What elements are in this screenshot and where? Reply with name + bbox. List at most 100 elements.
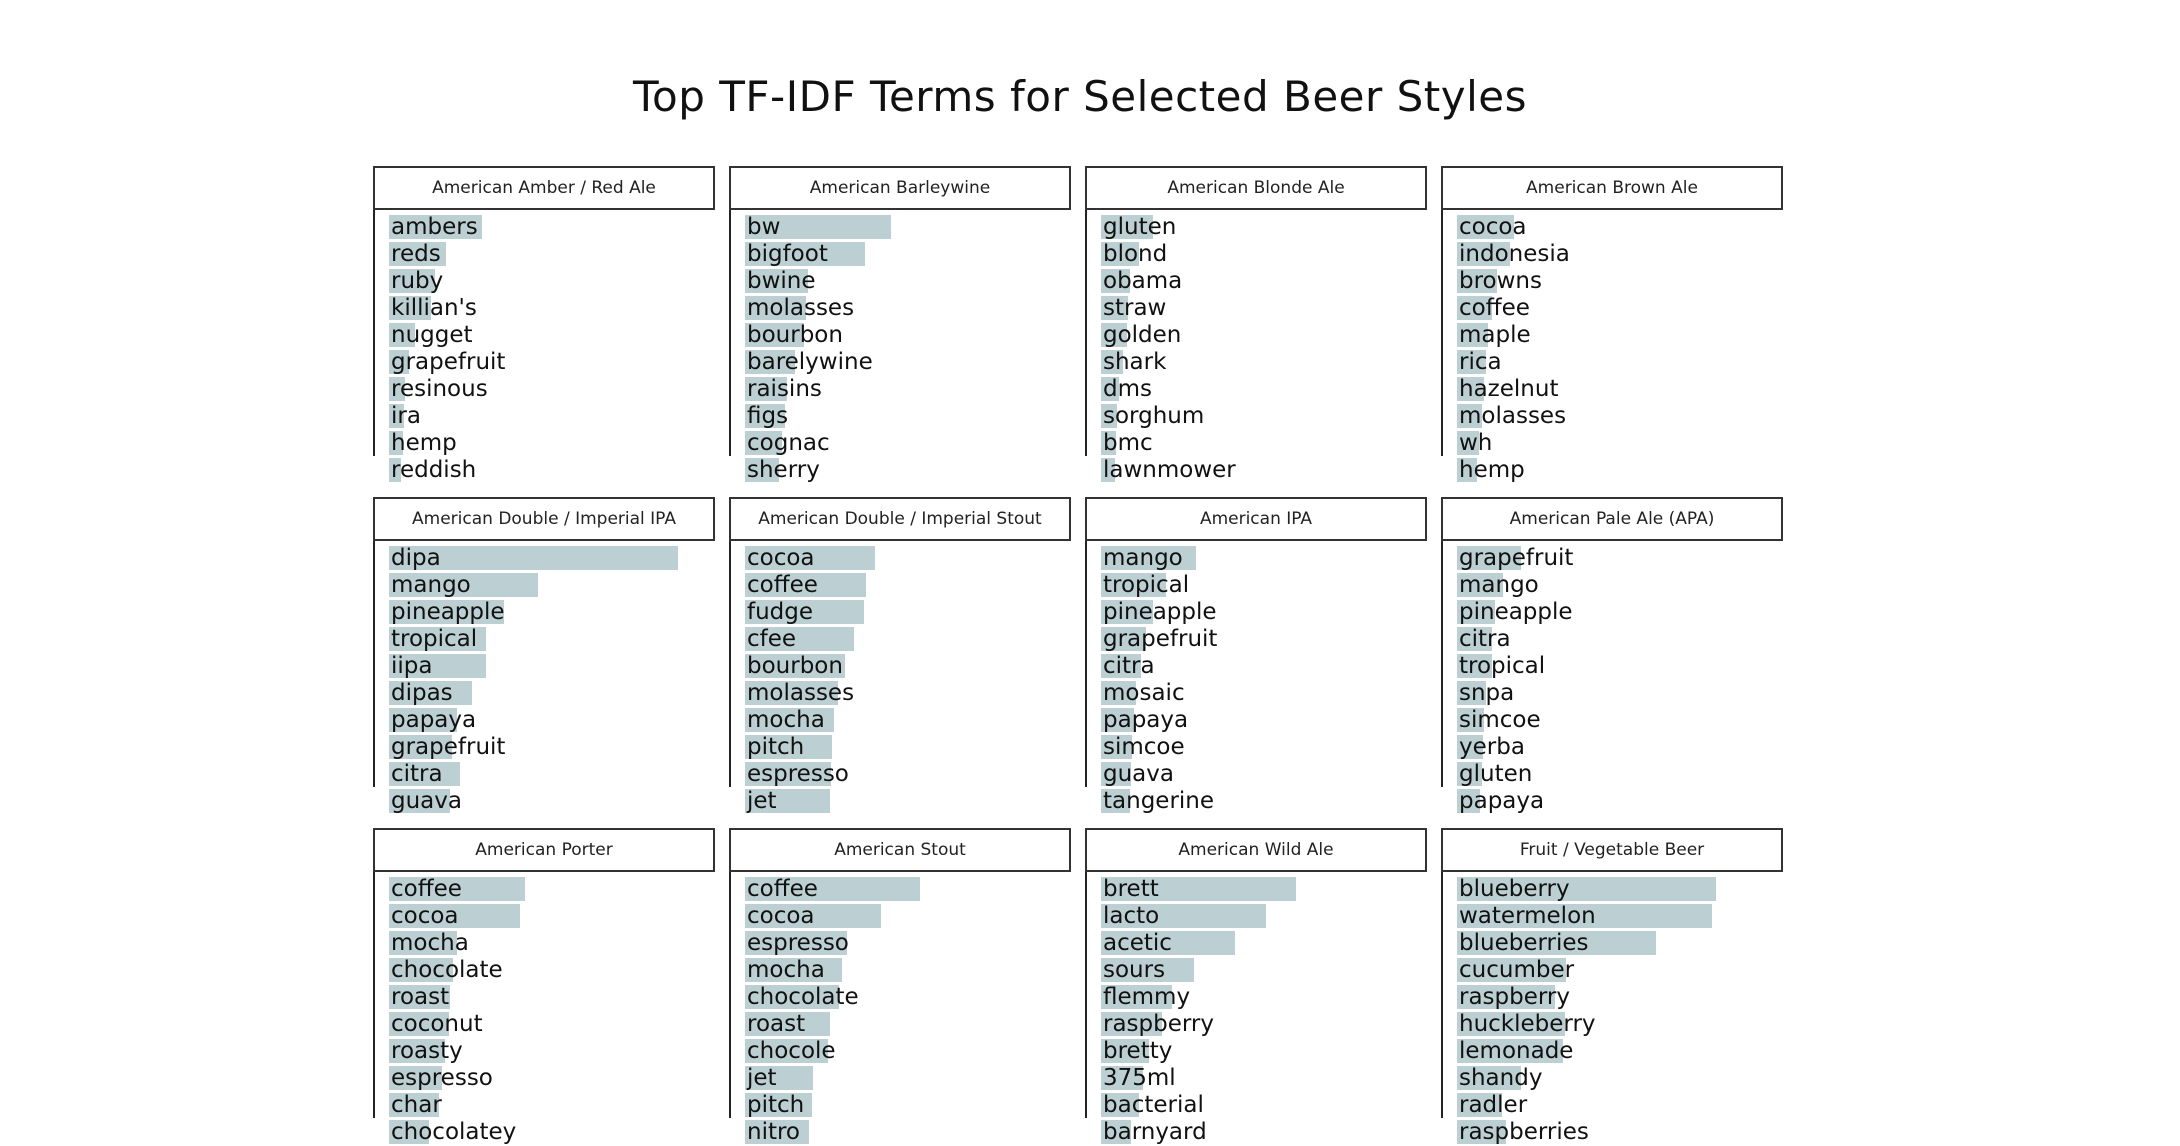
tfidf-bar [1457,1093,1502,1117]
term-label: papaya [1103,707,1189,733]
term-row: nugget [389,322,709,348]
term-row: barelywine [745,349,1065,375]
tfidf-bar [745,600,864,624]
term-row: maple [1457,322,1777,348]
term-label: coffee [747,572,818,598]
tfidf-bar [1457,377,1485,401]
term-label: cucumber [1459,957,1575,983]
term-label: mocha [747,707,825,733]
facet-panel: mango tropical pineapple grapefruit citra mos… [1085,541,1429,814]
term-row: bmc [1101,430,1421,456]
tfidf-bar [1101,215,1153,239]
term-label: mango [391,572,471,598]
tfidf-bar [1457,1039,1564,1063]
term-label: sherry [747,457,820,483]
tfidf-bar [745,958,842,982]
chart-title: Top TF-IDF Terms for Selected Beer Style… [633,72,1527,121]
term-row: mocha [389,930,709,956]
term-label: browns [1459,268,1542,294]
term-row: papaya [1457,788,1777,814]
term-row: hazelnut [1457,376,1777,402]
term-row: cucumber [1457,957,1777,983]
tfidf-bar [1101,296,1129,320]
term-label: indonesia [1459,241,1570,267]
facet-panel: grapefruit mango pineapple citra tropical snp… [1441,541,1785,814]
tfidf-bar [389,627,486,651]
tfidf-bar [745,877,920,901]
tfidf-bar [1457,404,1482,428]
term-label: grapefruit [1103,626,1218,652]
tfidf-bar [1457,1012,1565,1036]
term-row: coffee [389,876,709,902]
term-row: pitch [745,734,1065,760]
tfidf-bar [1101,600,1153,624]
term-label: fudge [747,599,814,625]
tfidf-bar [1101,735,1133,759]
term-row: bw [745,214,1065,240]
term-row: wh [1457,430,1777,456]
term-row: coffee [745,572,1065,598]
term-label: shandy [1459,1065,1543,1091]
tfidf-bar [1457,654,1493,678]
tfidf-bar [745,904,882,928]
tfidf-bar [745,681,838,705]
term-row: chocolate [745,984,1065,1010]
term-label: barnyard [1103,1119,1207,1145]
tfidf-bar [389,350,410,374]
facet-panel: coffee cocoa espresso mocha chocolate roast ch… [729,872,1073,1145]
tfidf-bar [1101,1120,1131,1144]
tfidf-bar [389,377,406,401]
term-label: radler [1459,1092,1528,1118]
term-label: cocoa [1459,214,1527,240]
tfidf-bar [745,654,845,678]
term-label: chocolate [747,984,859,1010]
tfidf-bar [389,931,458,955]
term-row: raspberry [1457,984,1777,1010]
term-row: cocoa [745,545,1065,571]
tfidf-bar [1101,404,1118,428]
term-label: dipas [391,680,453,706]
term-row: raspberries [1457,1119,1777,1145]
facet-header: American Porter [373,828,715,872]
tfidf-bar [1457,762,1482,786]
tfidf-bar [1457,573,1504,597]
tfidf-bar [745,546,875,570]
term-label: figs [747,403,789,429]
term-label: barelywine [747,349,873,375]
term-label: gluten [1103,214,1177,240]
tfidf-bar [1101,242,1140,266]
term-label: resinous [391,376,488,402]
tfidf-bar [1101,762,1131,786]
tfidf-bar [1101,904,1266,928]
term-row: tropical [389,626,709,652]
term-label: hazelnut [1459,376,1559,402]
term-row: grapefruit [1457,545,1777,571]
tfidf-bar [389,1093,440,1117]
term-label: acetic [1103,930,1172,956]
tfidf-bar [389,546,679,570]
tfidf-bar [745,1039,829,1063]
term-label: sours [1103,957,1166,983]
tfidf-bar [389,681,473,705]
tfidf-bar [1457,708,1485,732]
tfidf-bar [745,985,840,1009]
term-label: grapefruit [1459,545,1574,571]
tfidf-bar [1457,600,1496,624]
term-row: shandy [1457,1065,1777,1091]
term-row: citra [1457,626,1777,652]
term-row: lacto [1101,903,1421,929]
facet-panel: cocoa indonesia browns coffee maple rica hazel… [1441,210,1785,483]
term-label: mango [1103,545,1183,571]
term-row: papaya [389,707,709,733]
term-label: molasses [747,295,855,321]
term-row: molasses [745,680,1065,706]
term-label: pineapple [1459,599,1573,625]
term-row: citra [389,761,709,787]
tfidf-bar [1101,985,1172,1009]
term-row: ruby [389,268,709,294]
term-label: nitro [747,1119,801,1145]
tfidf-bar [1101,573,1167,597]
tfidf-bar [389,431,403,455]
facet-header: American Pale Ale (APA) [1441,497,1783,541]
term-label: cfee [747,626,797,652]
